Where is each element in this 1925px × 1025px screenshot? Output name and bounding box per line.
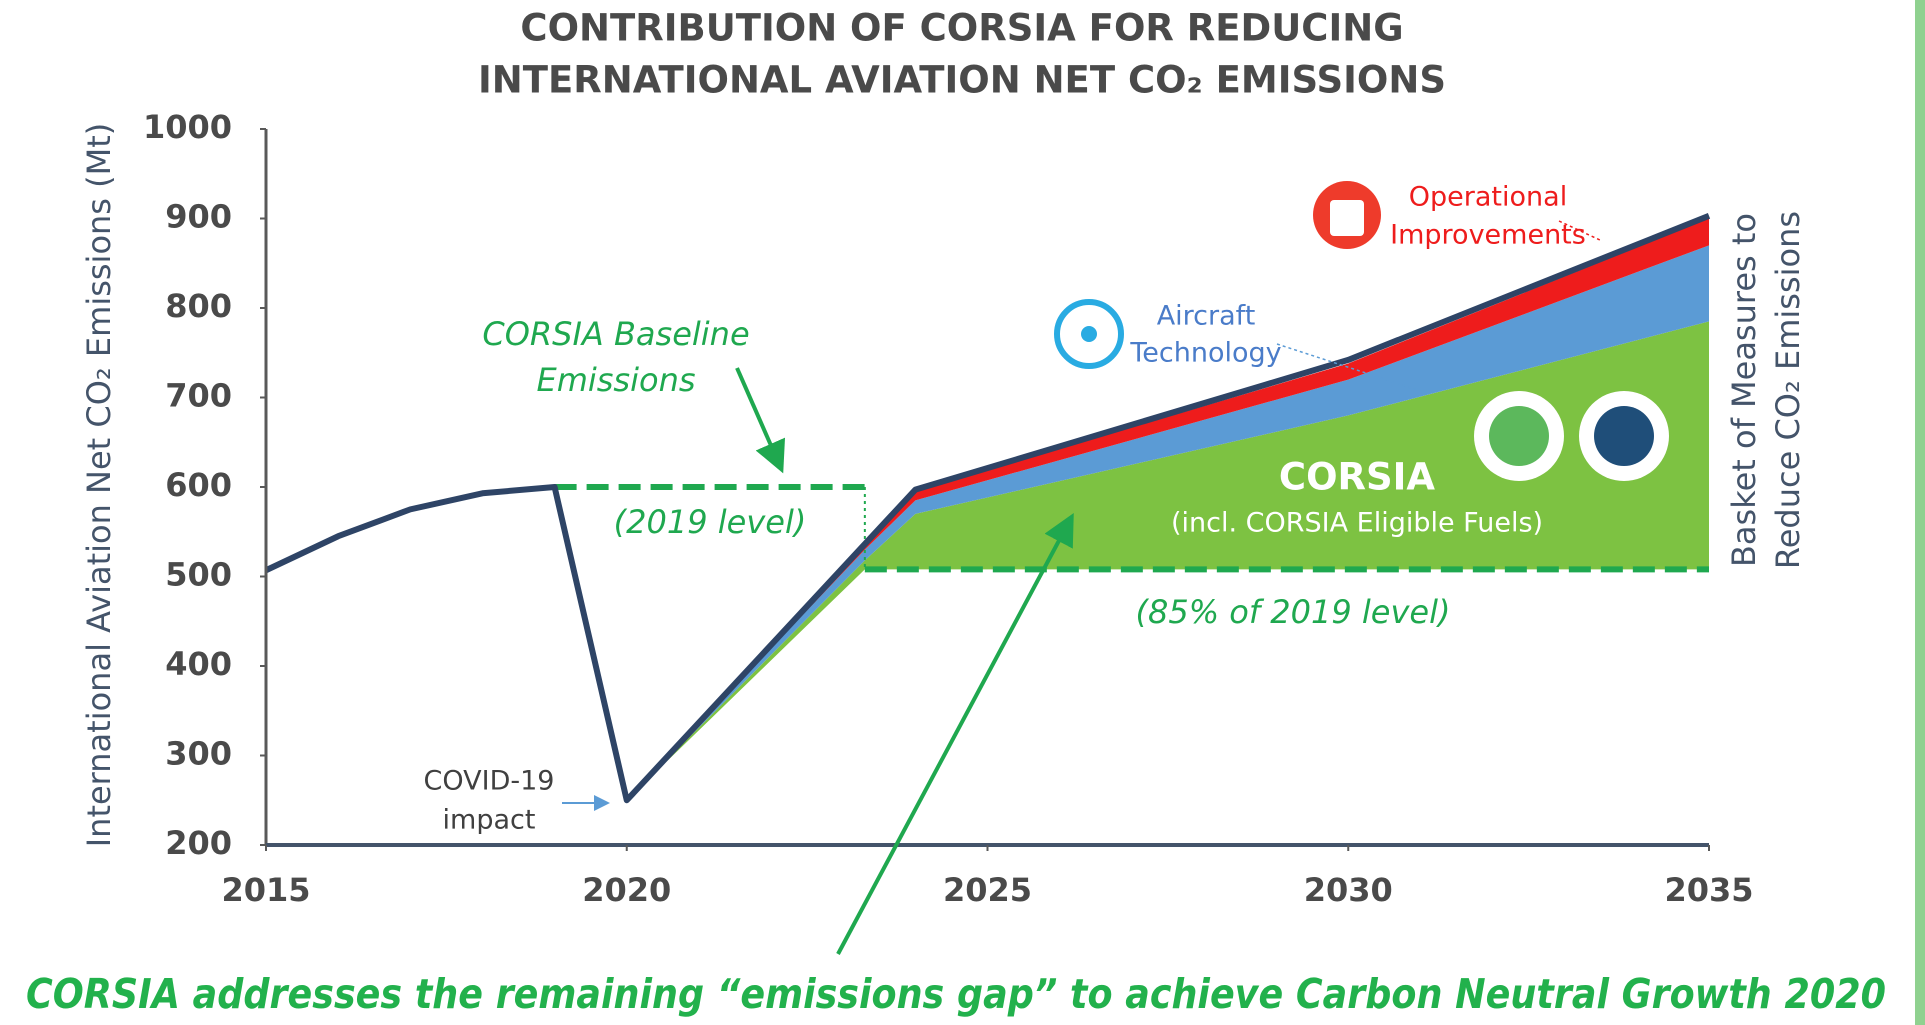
area-layer — [626, 218, 1709, 801]
corsia-icon-globe — [1489, 406, 1549, 466]
right-label: Reduce CO₂ Emissions — [1769, 211, 1807, 569]
arrow — [735, 367, 786, 474]
leader — [1558, 220, 1603, 242]
aircraft-icon-hub — [1081, 326, 1097, 342]
area-layer — [626, 321, 1709, 801]
page-edge — [1915, 0, 1925, 1025]
reference-label: (2019 level) — [614, 503, 807, 541]
corsia-sublabel: (incl. CORSIA Eligible Fuels) — [1171, 508, 1543, 539]
baseline-label: CORSIA Baseline — [482, 315, 749, 353]
area-layer — [626, 245, 1709, 801]
x-tick-label: 2030 — [1304, 871, 1393, 909]
leader — [1276, 343, 1419, 391]
operational-label: Operational — [1409, 182, 1567, 213]
y-tick-label: 400 — [165, 645, 232, 683]
x-tick-label: 2015 — [221, 871, 310, 909]
operational-label: Improvements — [1390, 220, 1586, 251]
aircraft-label: Technology — [1129, 338, 1281, 369]
covid-label: COVID-19 — [424, 766, 555, 797]
right-label: Basket of Measures to — [1725, 213, 1763, 567]
corsia-label: CORSIA — [1279, 456, 1436, 499]
y-tick-label: 800 — [165, 287, 232, 325]
footer: CORSIA addresses the remaining “emission… — [26, 970, 1886, 1018]
operational-icon-tower — [1330, 200, 1364, 236]
gfaaf-icon-inner — [1594, 406, 1654, 466]
chart-title: INTERNATIONAL AVIATION NET CO₂ EMISSIONS — [478, 59, 1446, 102]
reference-label: (85% of 2019 level) — [1136, 593, 1451, 631]
chart-title: CONTRIBUTION OF CORSIA FOR REDUCING — [520, 7, 1403, 50]
baseline-label: Emissions — [536, 361, 695, 399]
y-tick-label: 600 — [165, 466, 232, 504]
aircraft-label: Aircraft — [1157, 301, 1256, 332]
y-tick-label: 500 — [165, 556, 232, 594]
y-tick-label: 900 — [165, 198, 232, 236]
covid-label: impact — [443, 805, 536, 836]
y-tick-label: 300 — [165, 735, 232, 773]
x-tick-label: 2025 — [943, 871, 1032, 909]
y-axis-label: International Aviation Net CO₂ Emissions… — [80, 123, 118, 848]
emissions-line — [264, 213, 1711, 804]
x-tick-label: 2020 — [582, 871, 671, 909]
y-tick-label: 200 — [165, 824, 232, 862]
x-tick-label: 2035 — [1664, 871, 1753, 909]
arrow — [836, 512, 1074, 955]
y-tick-label: 1000 — [143, 108, 232, 146]
y-tick-label: 700 — [165, 377, 232, 415]
